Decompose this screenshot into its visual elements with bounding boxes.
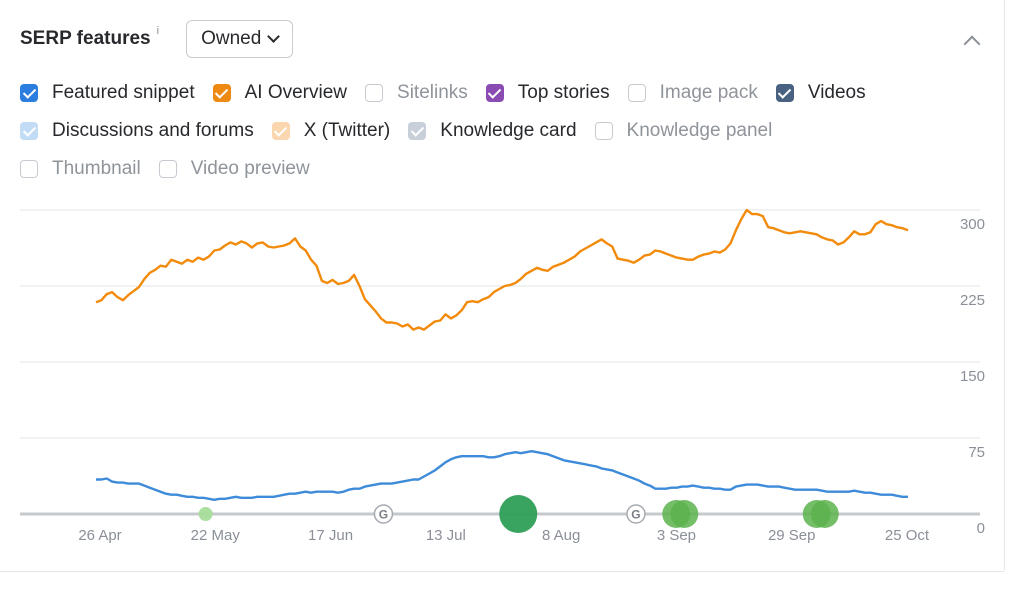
chevron-up-icon (963, 35, 981, 53)
google-update-label: G (379, 508, 388, 522)
y-tick-label: 150 (960, 368, 985, 385)
serp-event-dot[interactable] (198, 507, 213, 521)
serp-chart: 0 75 150 225 300 26 Apr 22 May 17 Jun 13 Jul 8 Au… (20, 208, 985, 544)
filter-knowledge-card[interactable]: Knowledge card (408, 120, 577, 142)
filter-label: Knowledge card (440, 120, 577, 141)
serp-event-dot[interactable] (499, 495, 538, 533)
filter-discussions-and-forums[interactable]: Discussions and forums (20, 120, 254, 142)
serp-event-dot[interactable] (670, 500, 699, 528)
filter-thumbnail[interactable]: Thumbnail (20, 158, 141, 180)
checkbox[interactable] (594, 122, 613, 140)
filter-label: Image pack (659, 82, 758, 103)
filter-featured-snippet[interactable]: Featured snippet (20, 82, 195, 104)
chevron-down-icon (267, 29, 281, 43)
filter-label: Discussions and forums (52, 120, 254, 141)
checkmark-icon (778, 85, 792, 99)
checkbox[interactable] (271, 122, 290, 140)
serp-event-dot[interactable] (810, 500, 839, 528)
checkmark-icon (214, 85, 229, 99)
filter-ai-overview[interactable]: AI Overview (212, 82, 348, 104)
panel-title: SERP features (20, 28, 151, 49)
filter-image-pack[interactable]: Image pack (627, 82, 758, 104)
filter-label: Sitelinks (397, 82, 468, 103)
x-tick-label: 25 Oct (885, 527, 930, 544)
filter-label: Featured snippet (52, 82, 195, 103)
checkmark-icon (273, 123, 288, 137)
x-tick-label: 26 Apr (78, 527, 121, 544)
checkmark-icon (22, 123, 36, 137)
info-icon[interactable]: i (156, 25, 160, 37)
panel-border-bottom (0, 571, 1004, 572)
filter-row: Thumbnail Video preview (20, 150, 980, 188)
x-tick-label: 3 Sep (657, 527, 696, 544)
checkbox[interactable] (20, 122, 38, 140)
checkbox[interactable] (775, 84, 794, 102)
checkbox[interactable] (158, 160, 177, 178)
x-tick-label: 8 Aug (542, 527, 580, 544)
checkbox[interactable] (627, 84, 646, 102)
google-update-icon[interactable] (626, 504, 646, 524)
checkbox[interactable] (20, 84, 38, 102)
panel-border-right (1004, 0, 1005, 570)
checkbox[interactable] (365, 84, 384, 102)
filter-label: Thumbnail (52, 158, 141, 179)
filter-label: X (Twitter) (303, 120, 391, 141)
owned-dropdown[interactable]: Owned (186, 20, 294, 58)
filter-sitelinks[interactable]: Sitelinks (365, 82, 468, 104)
filter-videos[interactable]: Videos (775, 82, 866, 104)
filter-row: Featured snippet AI Overview Sitelinks Top … (20, 74, 980, 112)
filter-label: Top stories (517, 82, 610, 103)
filter-knowledge-panel[interactable]: Knowledge panel (594, 120, 773, 142)
dropdown-value: Owned (201, 28, 262, 49)
checkmark-icon (488, 85, 502, 99)
filter-video-preview[interactable]: Video preview (158, 158, 310, 180)
filter-x-twitter[interactable]: X (Twitter) (271, 120, 391, 142)
collapse-button[interactable] (962, 30, 982, 53)
filter-row: Discussions and forums X (Twitter) Knowled… (20, 112, 980, 150)
y-tick-label: 300 (960, 216, 985, 233)
x-tick-label: 22 May (191, 527, 241, 544)
series-line-0 (95, 208, 909, 331)
x-tick-label: 13 Jul (426, 527, 466, 544)
google-update-label: G (631, 508, 640, 522)
checkbox[interactable] (485, 84, 504, 102)
checkmark-icon (22, 85, 36, 99)
x-tick-label: 17 Jun (308, 527, 353, 544)
serp-filter-list: Featured snippet AI Overview Sitelinks Top … (20, 74, 980, 188)
filter-label: Videos (807, 82, 866, 103)
filter-label: Video preview (190, 158, 310, 179)
checkbox[interactable] (20, 160, 38, 178)
checkbox[interactable] (212, 84, 231, 102)
y-tick-label: 0 (977, 520, 985, 537)
x-tick-label: 29 Sep (768, 527, 816, 544)
y-tick-label: 225 (960, 292, 985, 309)
checkbox[interactable] (408, 122, 427, 140)
series-line-1 (96, 450, 908, 501)
filter-label: AI Overview (244, 82, 348, 103)
filter-top-stories[interactable]: Top stories (485, 82, 610, 104)
y-tick-label: 75 (968, 444, 985, 461)
filter-label: Knowledge panel (626, 120, 773, 141)
panel-header: SERP features i Owned (20, 20, 294, 58)
google-update-icon[interactable] (373, 504, 394, 524)
checkmark-icon (410, 123, 424, 137)
